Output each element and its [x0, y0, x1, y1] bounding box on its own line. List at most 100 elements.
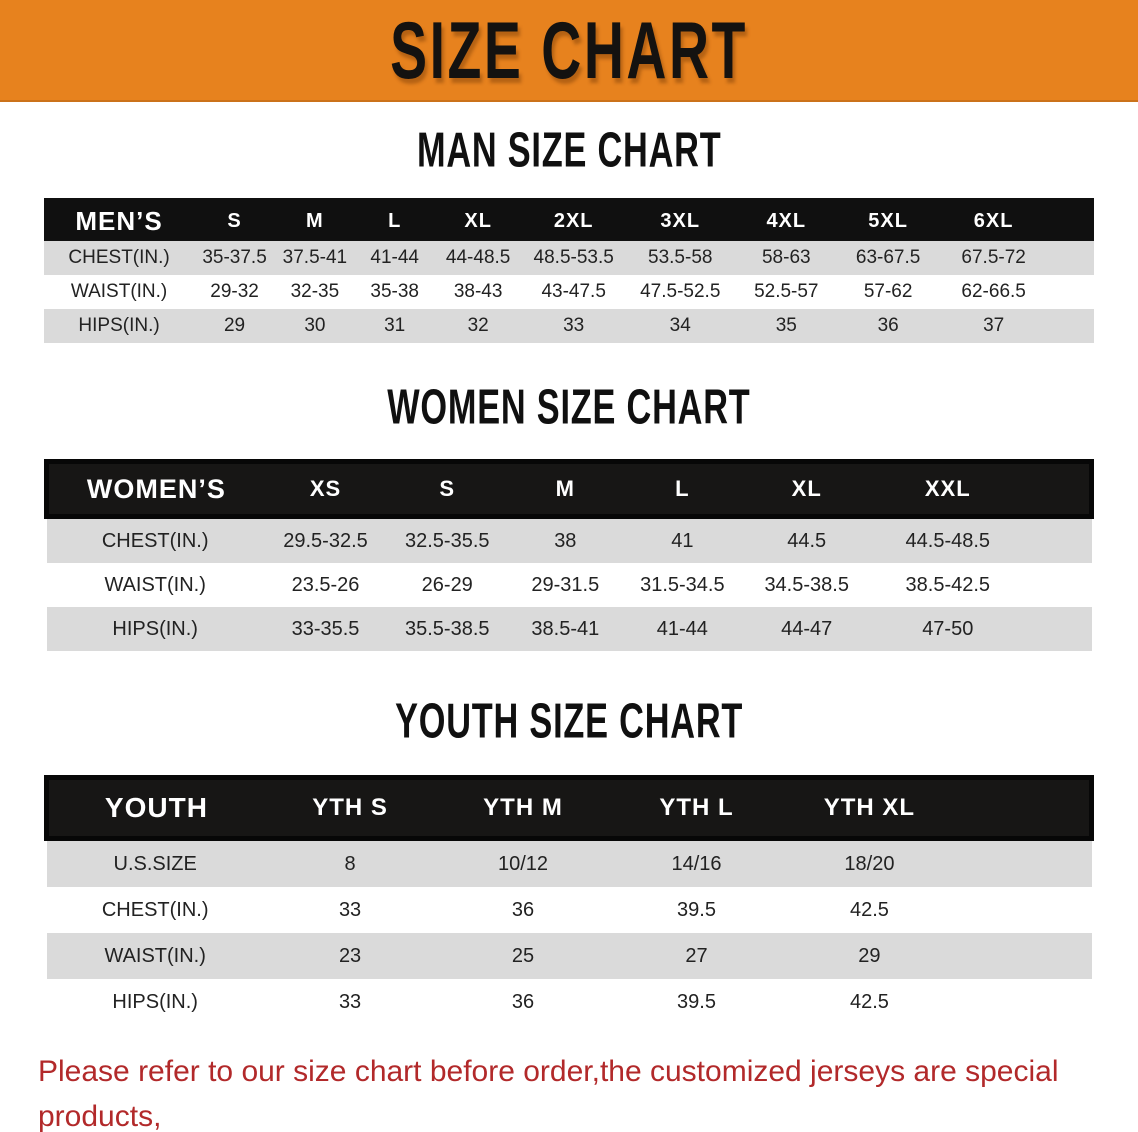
table-cell: 47.5-52.5 — [625, 275, 735, 309]
table-cell: 27 — [609, 933, 784, 979]
table-cell: 53.5-58 — [625, 241, 735, 275]
column-header: YTH L — [609, 775, 784, 841]
table-cell: 41-44 — [623, 607, 742, 651]
table-cell: 37 — [938, 309, 1049, 343]
table-cell: 38.5-42.5 — [872, 563, 1024, 607]
table-cell: 38-43 — [434, 275, 522, 309]
table-row: CHEST(IN.) 33 36 39.5 42.5 — [46, 887, 1092, 933]
table-cell: 29.5-32.5 — [263, 516, 388, 563]
spacer-cell — [955, 933, 1092, 979]
men-size-table: MEN’S S M L XL 2XL 3XL 4XL 5XL 6XL CHEST… — [44, 198, 1094, 343]
table-cell: 32.5-35.5 — [387, 516, 508, 563]
table-cell: 48.5-53.5 — [521, 241, 626, 275]
column-header: 3XL — [625, 198, 735, 241]
column-header: 2XL — [521, 198, 626, 241]
table-cell: 23.5-26 — [263, 563, 388, 607]
table-cell: 29 — [194, 309, 275, 343]
table-cell: 8 — [263, 838, 437, 887]
table-row: WAIST(IN.) 29-32 32-35 35-38 38-43 43-47… — [44, 275, 1094, 309]
table-cell: 47-50 — [872, 607, 1024, 651]
table-cell: 43-47.5 — [521, 275, 626, 309]
size-chart-banner: SIZE CHART — [0, 0, 1138, 102]
table-cell: 29 — [783, 933, 956, 979]
man-size-chart-heading: MAN SIZE CHART — [0, 102, 1138, 198]
column-header: 4XL — [734, 198, 838, 241]
table-cell: 32-35 — [274, 275, 355, 309]
column-header: 6XL — [938, 198, 1049, 241]
row-label: HIPS(IN.) — [44, 309, 195, 343]
table-row: CHEST(IN.) 35-37.5 37.5-41 41-44 44-48.5… — [44, 241, 1094, 275]
table-cell: 25 — [436, 933, 610, 979]
table-row: CHEST(IN.) 29.5-32.5 32.5-35.5 38 41 44.… — [46, 516, 1092, 563]
women-header-row: WOMEN’S XS S M L XL XXL — [43, 459, 1094, 519]
column-header: S — [387, 459, 508, 519]
spacer-cell — [955, 979, 1092, 1025]
spacer-cell — [1023, 563, 1092, 607]
table-cell: 29-32 — [194, 275, 275, 309]
table-cell: 35-38 — [354, 275, 435, 309]
table-cell: 18/20 — [783, 838, 956, 887]
row-label: HIPS(IN.) — [46, 979, 264, 1025]
men-header-row: MEN’S S M L XL 2XL 3XL 4XL 5XL 6XL — [44, 198, 1094, 241]
table-cell: 41-44 — [354, 241, 435, 275]
column-header: YTH XL — [783, 775, 956, 841]
youth-size-table: YOUTH YTH S YTH M YTH L YTH XL U.S.SIZE … — [43, 775, 1094, 1025]
column-header: YTH M — [436, 775, 610, 841]
column-header: S — [194, 198, 275, 241]
spacer-cell — [1048, 198, 1094, 241]
spacer-cell — [1048, 309, 1094, 343]
table-cell: 33-35.5 — [263, 607, 388, 651]
table-row: U.S.SIZE 8 10/12 14/16 18/20 — [46, 838, 1092, 887]
table-cell: 29-31.5 — [507, 563, 624, 607]
table-cell: 38.5-41 — [507, 607, 624, 651]
table-cell: 31.5-34.5 — [623, 563, 742, 607]
row-label: WAIST(IN.) — [44, 275, 195, 309]
table-row: HIPS(IN.) 33 36 39.5 42.5 — [46, 979, 1092, 1025]
table-cell: 33 — [263, 887, 437, 933]
table-cell: 10/12 — [436, 838, 610, 887]
table-cell: 44-47 — [741, 607, 873, 651]
banner-title: SIZE CHART — [390, 4, 748, 96]
table-corner-label: MEN’S — [44, 198, 195, 241]
column-header: L — [354, 198, 435, 241]
table-cell: 44-48.5 — [434, 241, 522, 275]
spacer-cell — [1023, 607, 1092, 651]
table-cell: 44.5-48.5 — [872, 516, 1024, 563]
table-cell: 67.5-72 — [938, 241, 1049, 275]
table-cell: 52.5-57 — [734, 275, 838, 309]
column-header: XL — [434, 198, 522, 241]
column-header: M — [507, 459, 624, 519]
table-cell: 34.5-38.5 — [741, 563, 873, 607]
table-cell: 39.5 — [609, 979, 784, 1025]
row-label: WAIST(IN.) — [46, 563, 264, 607]
table-cell: 42.5 — [783, 979, 956, 1025]
row-label: CHEST(IN.) — [44, 241, 195, 275]
women-size-table: WOMEN’S XS S M L XL XXL CHEST(IN.) 29.5-… — [43, 459, 1094, 651]
table-cell: 63-67.5 — [837, 241, 939, 275]
youth-header-row: YOUTH YTH S YTH M YTH L YTH XL — [43, 775, 1094, 841]
table-cell: 34 — [625, 309, 735, 343]
table-cell: 58-63 — [734, 241, 838, 275]
row-label: WAIST(IN.) — [46, 933, 264, 979]
table-cell: 35.5-38.5 — [387, 607, 508, 651]
column-header: XXL — [872, 459, 1024, 519]
table-cell: 42.5 — [783, 887, 956, 933]
spacer-cell — [955, 775, 1094, 841]
table-cell: 44.5 — [741, 516, 873, 563]
row-label: U.S.SIZE — [46, 838, 264, 887]
table-cell: 41 — [623, 516, 742, 563]
spacer-cell — [955, 887, 1092, 933]
table-cell: 14/16 — [609, 838, 784, 887]
man-size-chart-heading-text: MAN SIZE CHART — [416, 123, 722, 178]
disclaimer-line-1: Please refer to our size chart before or… — [38, 1055, 1059, 1132]
column-header: XS — [263, 459, 388, 519]
table-cell: 23 — [263, 933, 437, 979]
table-cell: 30 — [274, 309, 355, 343]
table-corner-label: YOUTH — [43, 775, 264, 841]
row-label: CHEST(IN.) — [46, 887, 264, 933]
column-header: XL — [741, 459, 873, 519]
table-cell: 38 — [507, 516, 624, 563]
table-cell: 33 — [263, 979, 437, 1025]
column-header: M — [274, 198, 355, 241]
